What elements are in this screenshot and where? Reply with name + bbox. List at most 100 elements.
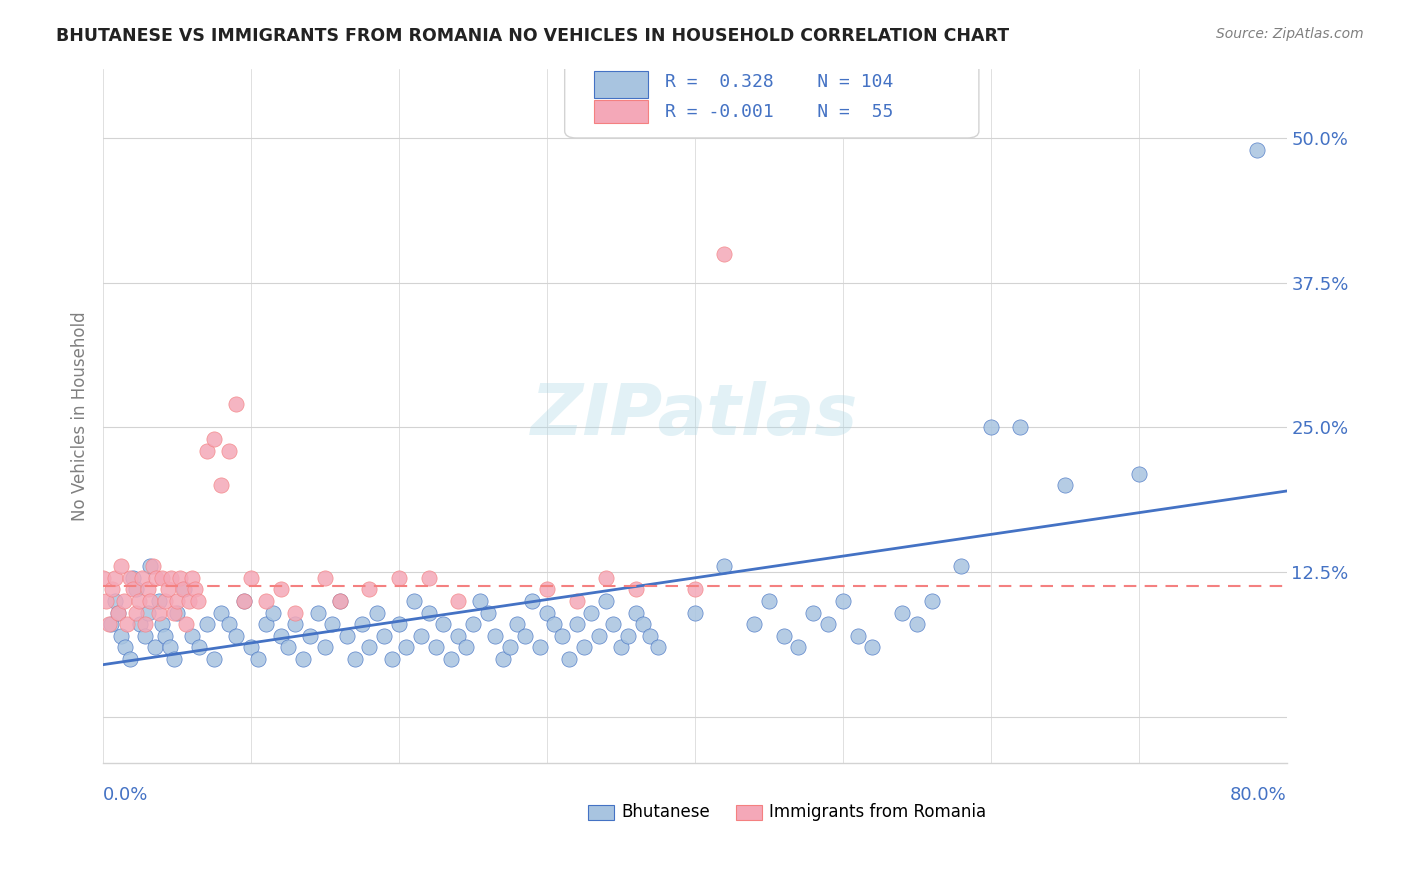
Text: 80.0%: 80.0% [1230,786,1286,805]
Point [388,617,411,632]
FancyBboxPatch shape [565,58,979,138]
Point [536,606,558,620]
Point [262,606,284,620]
Point [139,559,162,574]
Point [115,617,138,632]
Point [188,640,211,655]
Point [581,606,603,620]
Point [565,617,588,632]
Point [129,617,152,632]
Point [139,594,162,608]
Point [118,571,141,585]
Point [477,606,499,620]
Point [270,582,292,597]
FancyBboxPatch shape [588,797,825,824]
Point [395,640,418,655]
Point [470,594,492,608]
Point [647,640,669,655]
FancyBboxPatch shape [737,805,762,820]
Point [247,652,270,666]
Point [155,629,177,643]
Point [905,617,928,632]
Point [713,246,735,260]
Point [891,606,914,620]
Point [159,640,181,655]
Point [506,617,529,632]
Point [284,606,307,620]
Point [145,571,167,585]
Point [432,617,454,632]
Point [595,594,617,608]
Point [772,629,794,643]
Point [499,640,522,655]
Point [270,629,292,643]
Point [195,443,218,458]
Point [104,571,127,585]
FancyBboxPatch shape [595,71,648,98]
Point [329,594,352,608]
Point [595,571,617,585]
Point [211,478,233,492]
Point [617,629,640,643]
Point [565,594,588,608]
Point [602,617,624,632]
Point [166,606,188,620]
Point [921,594,943,608]
Point [543,617,565,632]
Point [683,606,706,620]
Point [104,594,127,608]
Point [232,594,254,608]
Point [98,617,121,632]
Point [572,640,595,655]
Point [143,640,166,655]
Point [100,617,122,632]
Point [112,594,135,608]
Point [631,617,654,632]
Point [180,629,202,643]
Point [860,640,883,655]
FancyBboxPatch shape [588,805,614,820]
Point [225,397,247,411]
Point [131,571,153,585]
Point [160,571,183,585]
Point [174,617,197,632]
Point [1010,420,1032,434]
Point [110,629,132,643]
Point [240,571,263,585]
Point [402,594,425,608]
Point [321,617,343,632]
Point [588,629,610,643]
Point [195,617,218,632]
Point [350,617,373,632]
Point [172,582,194,597]
Point [134,629,156,643]
Point [1053,478,1076,492]
Point [157,582,180,597]
Point [128,594,150,608]
Point [536,582,558,597]
Text: 0.0%: 0.0% [103,786,149,805]
Point [142,559,165,574]
Point [713,559,735,574]
Point [388,571,411,585]
Point [787,640,810,655]
Point [447,594,470,608]
Text: Bhutanese: Bhutanese [621,803,710,821]
Point [366,606,388,620]
Point [307,606,329,620]
Point [411,629,433,643]
Point [150,617,173,632]
Point [461,617,484,632]
Point [166,594,188,608]
Point [558,652,581,666]
Point [218,443,240,458]
Point [114,640,136,655]
Point [291,652,314,666]
Point [218,617,240,632]
Point [107,606,129,620]
Point [163,606,186,620]
Point [202,652,225,666]
Point [447,629,470,643]
Point [110,559,132,574]
Point [359,640,381,655]
